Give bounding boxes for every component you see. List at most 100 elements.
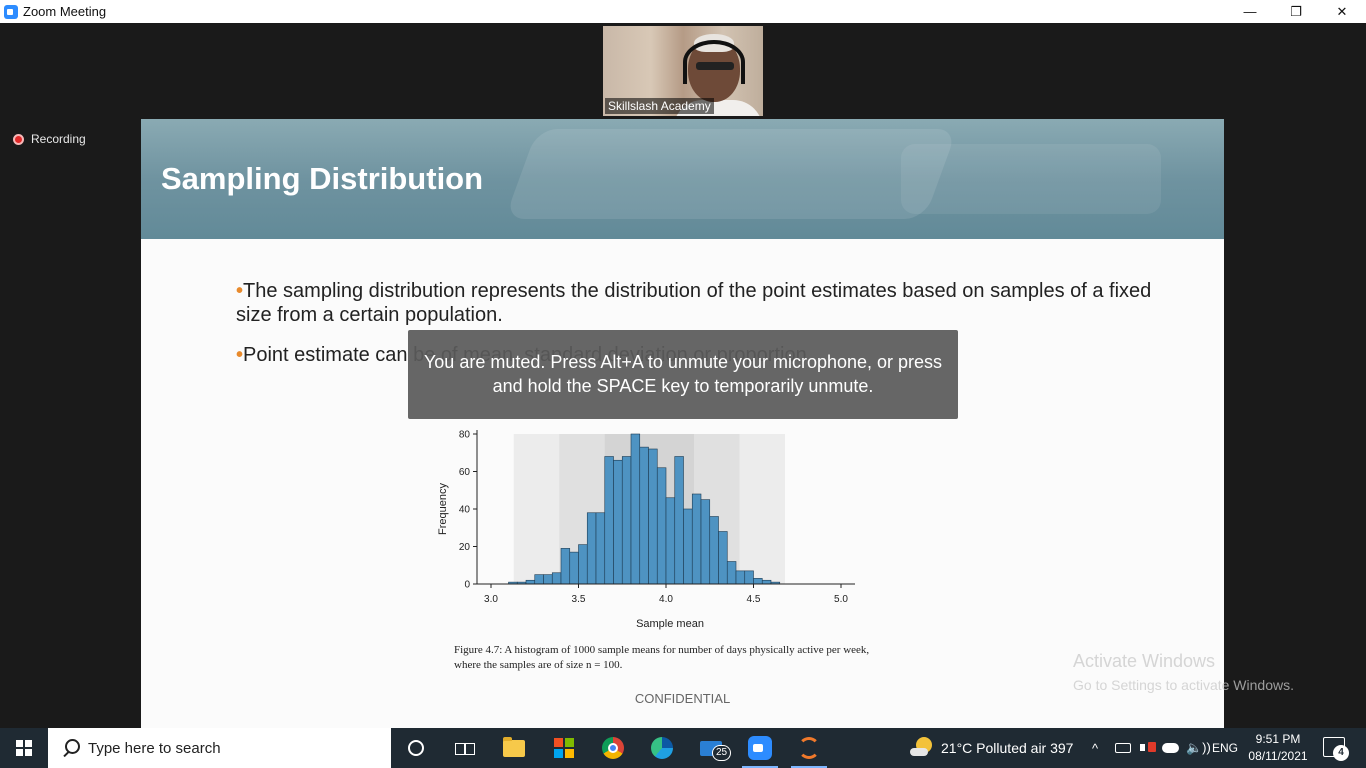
header-decoration — [504, 129, 958, 219]
participant-video[interactable]: Skillslash Academy — [603, 26, 763, 116]
show-hidden-icons-chevron[interactable]: ^ — [1092, 740, 1099, 756]
y-tick-label: 20 — [459, 542, 471, 553]
histogram-bar — [744, 570, 754, 585]
histogram-bar — [683, 508, 693, 585]
histogram-bar — [665, 497, 676, 585]
slide-header: Sampling Distribution — [141, 119, 1224, 239]
watermark-title: Activate Windows — [1073, 651, 1216, 671]
slide-title: Sampling Distribution — [161, 161, 484, 196]
x-tick-label: 3.0 — [484, 594, 498, 605]
zoom-taskbar-button[interactable] — [736, 728, 784, 768]
y-tick-label: 80 — [459, 430, 471, 441]
y-tick-label: 60 — [459, 467, 471, 478]
histogram-bar — [595, 512, 606, 585]
histogram-bar — [551, 572, 562, 585]
histogram-bar — [604, 456, 614, 585]
x-tick-label: 4.5 — [747, 594, 761, 605]
chrome-icon — [602, 737, 624, 759]
histogram-bar — [613, 459, 623, 585]
language-indicator[interactable]: ENG — [1212, 741, 1239, 755]
taskbar-search[interactable]: Type here to search — [48, 728, 391, 768]
histogram-bar — [726, 561, 737, 585]
x-tick-label: 3.5 — [572, 594, 586, 605]
close-button[interactable]: ✕ — [1336, 3, 1348, 19]
weather-icon[interactable] — [910, 737, 932, 759]
glasses — [696, 62, 734, 70]
windows-logo-icon — [16, 740, 32, 756]
x-tick-label: 4.0 — [659, 594, 673, 605]
record-icon — [13, 133, 24, 145]
meeting-area: Skillslash Academy Recording Sampling Di… — [0, 23, 1366, 728]
histogram-bar — [709, 516, 719, 585]
bullet-text: The sampling distribution represents the… — [236, 280, 1152, 326]
histogram-bar — [621, 456, 632, 585]
notification-badge: 4 — [1333, 745, 1349, 761]
histogram-chart: 3.0 3.5 4.0 4.5 5.0 0 20 40 60 80 Sample mean Frequ… — [437, 430, 855, 630]
task-view-icon — [455, 741, 475, 755]
mail-button[interactable]: 25 — [687, 728, 735, 768]
minimize-button[interactable]: — — [1243, 4, 1257, 19]
clock-date: 08/11/2021 — [1248, 749, 1308, 763]
histogram-bar — [569, 551, 579, 585]
histogram-bar — [543, 574, 553, 585]
onedrive-icon[interactable] — [1162, 743, 1179, 753]
folder-icon — [503, 736, 525, 757]
bullet-marker: • — [236, 280, 244, 302]
clock[interactable]: 9:51 PM 08/11/2021 — [1248, 728, 1308, 768]
store-button[interactable] — [540, 728, 588, 768]
search-icon — [62, 739, 80, 757]
window-title: Zoom Meeting — [23, 4, 107, 19]
mail-badge: 25 — [712, 745, 731, 761]
participant-name: Skillslash Academy — [605, 98, 714, 114]
clock-time: 9:51 PM — [1255, 732, 1301, 746]
start-button[interactable] — [0, 728, 48, 768]
recording-label: Recording — [31, 132, 86, 146]
task-view-button[interactable] — [440, 728, 488, 768]
histogram-bar — [735, 570, 746, 585]
histogram-bar — [648, 448, 658, 585]
volume-icon[interactable]: 🔈)) — [1186, 740, 1211, 755]
app-taskbar-button[interactable] — [785, 728, 833, 768]
histogram-bar — [586, 512, 597, 585]
headset-icon — [683, 40, 745, 84]
histogram-bar — [630, 433, 641, 585]
recording-indicator[interactable]: Recording — [13, 132, 86, 146]
header-decoration — [901, 144, 1161, 214]
x-axis-label: Sample mean — [636, 618, 704, 630]
histogram-bar — [753, 578, 763, 585]
cloud-icon — [910, 748, 928, 756]
battery-icon[interactable] — [1115, 743, 1131, 753]
y-axis-label: Frequency — [437, 483, 449, 535]
store-icon — [554, 738, 574, 758]
histogram-bar — [761, 579, 772, 585]
activate-windows-watermark: Activate Windows Go to Settings to activ… — [1073, 651, 1294, 693]
watermark-subtitle: Go to Settings to activate Windows. — [1073, 677, 1294, 693]
histogram-bar — [656, 467, 667, 585]
histogram-bar — [525, 579, 536, 585]
app-icon — [798, 737, 820, 759]
muted-speaker-icon[interactable] — [1140, 740, 1156, 756]
slide-footer: CONFIDENTIAL — [634, 691, 731, 706]
y-tick-label: 0 — [464, 580, 470, 591]
histogram-bar — [700, 499, 711, 585]
histogram-bar — [691, 493, 702, 585]
restore-button[interactable]: ❐ — [1290, 3, 1302, 19]
muted-notification: You are muted. Press Alt+A to unmute you… — [408, 330, 958, 419]
chrome-button[interactable] — [589, 728, 637, 768]
histogram-bar — [639, 446, 649, 585]
bullet-item: •The sampling distribution represents th… — [236, 279, 1156, 327]
histogram-bar — [534, 574, 544, 585]
weather-widget[interactable]: 21°C Polluted air 397 — [941, 740, 1074, 756]
bullet-marker: • — [236, 344, 244, 366]
histogram-bar — [674, 456, 684, 585]
zoom-icon — [748, 736, 772, 760]
histogram-bar — [560, 548, 571, 585]
edge-button[interactable] — [638, 728, 686, 768]
file-explorer-button[interactable] — [490, 728, 538, 768]
cortana-button[interactable] — [392, 728, 440, 768]
histogram-bar — [718, 531, 728, 585]
figure-caption: Figure 4.7: A histogram of 1000 sample m… — [454, 644, 870, 671]
y-tick-label: 40 — [459, 505, 471, 516]
cortana-icon — [408, 740, 424, 756]
edge-icon — [651, 737, 673, 759]
